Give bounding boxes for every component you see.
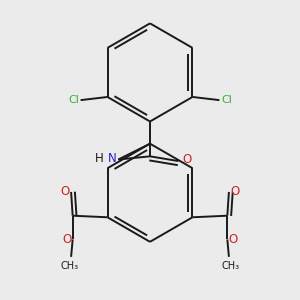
Text: Cl: Cl (68, 95, 79, 105)
Text: O: O (182, 153, 191, 166)
Text: N: N (108, 152, 117, 165)
Text: CH₃: CH₃ (60, 261, 79, 271)
Text: O: O (228, 233, 238, 246)
Text: Cl: Cl (221, 95, 232, 105)
Text: O: O (230, 185, 239, 199)
Text: O: O (62, 233, 72, 246)
Text: CH₃: CH₃ (221, 261, 240, 271)
Text: O: O (61, 185, 70, 199)
Text: H: H (95, 152, 104, 165)
